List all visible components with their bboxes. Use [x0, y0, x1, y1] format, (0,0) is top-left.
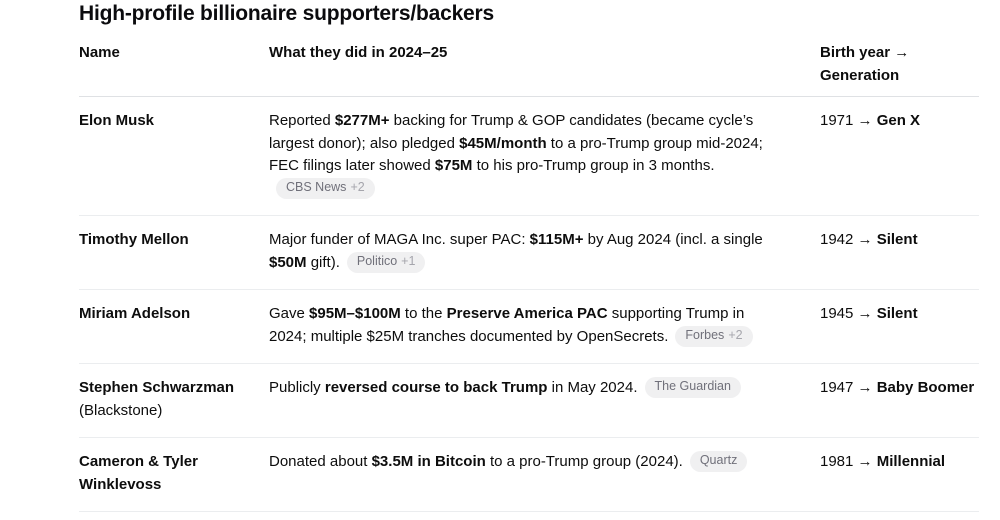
supporter-birth-generation: 1971 → Gen X [820, 110, 979, 200]
page: High-profile billionaire supporters/back… [79, 0, 979, 520]
source-citation-label: Politico [356, 253, 398, 268]
source-citation-count: +2 [350, 179, 365, 194]
supporter-name-note: (Blackstone) [79, 401, 163, 419]
supporter-activity-text: Donated about $3.5M in Bitcoin to a pro-… [269, 453, 683, 470]
source-citation-count: +2 [728, 327, 743, 342]
source-citation-label: Quartz [699, 453, 738, 467]
supporter-activity-text: Major funder of MAGA Inc. super PAC: $11… [269, 231, 763, 271]
birth-year-text: 1981 → [820, 453, 877, 470]
supporter-activity: Gave $95M–$100M to the Preserve America … [269, 303, 820, 348]
source-citation-count: +1 [401, 253, 416, 268]
supporter-name-text: Elon Musk [79, 112, 155, 129]
table-row: Stephen Schwarzman (Blackstone) Publicly… [79, 364, 979, 438]
supporter-name: Stephen Schwarzman (Blackstone) [79, 377, 269, 422]
generation-text: Silent [876, 231, 918, 248]
supporter-birth-generation: 1947 → Baby Boomer [820, 377, 979, 422]
supporter-activity: Reported $277M+ backing for Trump & GOP … [269, 110, 820, 200]
table-row: Timothy Mellon Major funder of MAGA Inc.… [79, 216, 979, 290]
source-citation-badge[interactable]: The Guardian [644, 377, 741, 398]
supporter-name-text: Stephen Schwarzman [79, 379, 235, 396]
table-body: Elon Musk Reported $277M+ backing for Tr… [79, 97, 979, 520]
table-row: Cameron & Tyler Winklevoss Donated about… [79, 438, 979, 512]
page-title: High-profile billionaire supporters/back… [79, 2, 494, 25]
source-citation-badge[interactable]: Politico +1 [346, 251, 426, 273]
generation-text: Millennial [876, 453, 946, 470]
source-citation-badge[interactable]: Forbes +2 [675, 325, 753, 347]
supporter-name: Cameron & Tyler Winklevoss [79, 451, 269, 496]
supporter-name: Miriam Adelson [79, 303, 269, 348]
supporter-activity: Publicly reversed course to back Trump i… [269, 377, 820, 422]
column-header-activity: What they did in 2024–25 [269, 44, 448, 61]
birth-year-text: 1945 → [820, 305, 877, 322]
birth-year-text: 1971 → [820, 112, 877, 129]
source-citation-badge[interactable]: CBS News +2 [276, 177, 375, 199]
supporter-name: Elon Musk [79, 110, 269, 200]
supporter-birth-generation: 1942 → Silent [820, 229, 979, 274]
generation-text: Silent [876, 305, 918, 322]
supporter-birth-generation: 1945 → Silent [820, 303, 979, 348]
supporter-birth-generation: 1981 → Millennial [820, 451, 979, 496]
source-citation-badge[interactable]: Quartz [689, 451, 748, 472]
supporter-name-text: Miriam Adelson [79, 305, 191, 322]
supporter-activity: Major funder of MAGA Inc. super PAC: $11… [269, 229, 820, 274]
table-row: Elon Musk Reported $277M+ backing for Tr… [79, 97, 979, 216]
supporters-table: Name What they did in 2024–25 Birth year… [79, 38, 979, 520]
supporter-activity-text: Publicly reversed course to back Trump i… [269, 379, 638, 396]
supporter-name: Timothy Mellon [79, 229, 269, 274]
supporter-activity-text: Reported $277M+ backing for Trump & GOP … [269, 112, 763, 174]
generation-text: Gen X [876, 112, 921, 129]
table-header-row: Name What they did in 2024–25 Birth year… [79, 38, 979, 97]
table-row: Miriam Adelson Gave $95M–$100M to the Pr… [79, 290, 979, 364]
source-citation-label: CBS News [286, 179, 347, 194]
supporter-name-text: Cameron & Tyler Winklevoss [79, 453, 198, 493]
source-citation-label: The Guardian [654, 379, 731, 393]
table-row: Peter Thiel Early Trump ally historicall… [79, 512, 979, 520]
supporter-activity-text: Gave $95M–$100M to the Preserve America … [269, 305, 745, 345]
supporter-activity: Donated about $3.5M in Bitcoin to a pro-… [269, 451, 820, 496]
birth-year-text: 1942 → [820, 231, 877, 248]
column-header-birth-generation: Birth year → Generation [820, 44, 910, 84]
supporter-name-text: Timothy Mellon [79, 231, 189, 248]
generation-text: Baby Boomer [876, 379, 975, 396]
column-header-name: Name [79, 44, 120, 61]
source-citation-label: Forbes [685, 327, 725, 342]
birth-year-text: 1947 → [820, 379, 877, 396]
